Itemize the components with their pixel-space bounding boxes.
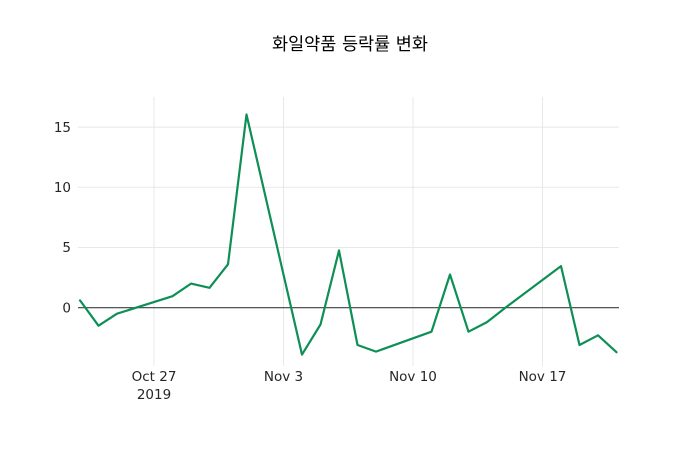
x-tick-label: Nov 17 bbox=[519, 369, 567, 385]
series-layer bbox=[78, 113, 618, 356]
change-rate-line bbox=[78, 113, 618, 356]
x-tick-label: Nov 10 bbox=[389, 369, 437, 385]
y-tick-label: 0 bbox=[62, 300, 71, 316]
x-tick-label: Oct 27 bbox=[132, 369, 177, 385]
axis-labels: 0 5 10 15 Oct 27 2019 Nov 3 Nov 10 Nov 17 bbox=[54, 120, 567, 403]
chart-title: 화일약품 등락률 변화 bbox=[272, 35, 428, 55]
y-tick-label: 10 bbox=[54, 180, 71, 196]
gridlines bbox=[78, 97, 619, 366]
x-tick-label: Nov 3 bbox=[264, 369, 303, 385]
y-tick-label: 15 bbox=[54, 120, 71, 136]
x-tick-year-label: 2019 bbox=[137, 387, 171, 403]
y-tick-label: 5 bbox=[62, 240, 71, 256]
